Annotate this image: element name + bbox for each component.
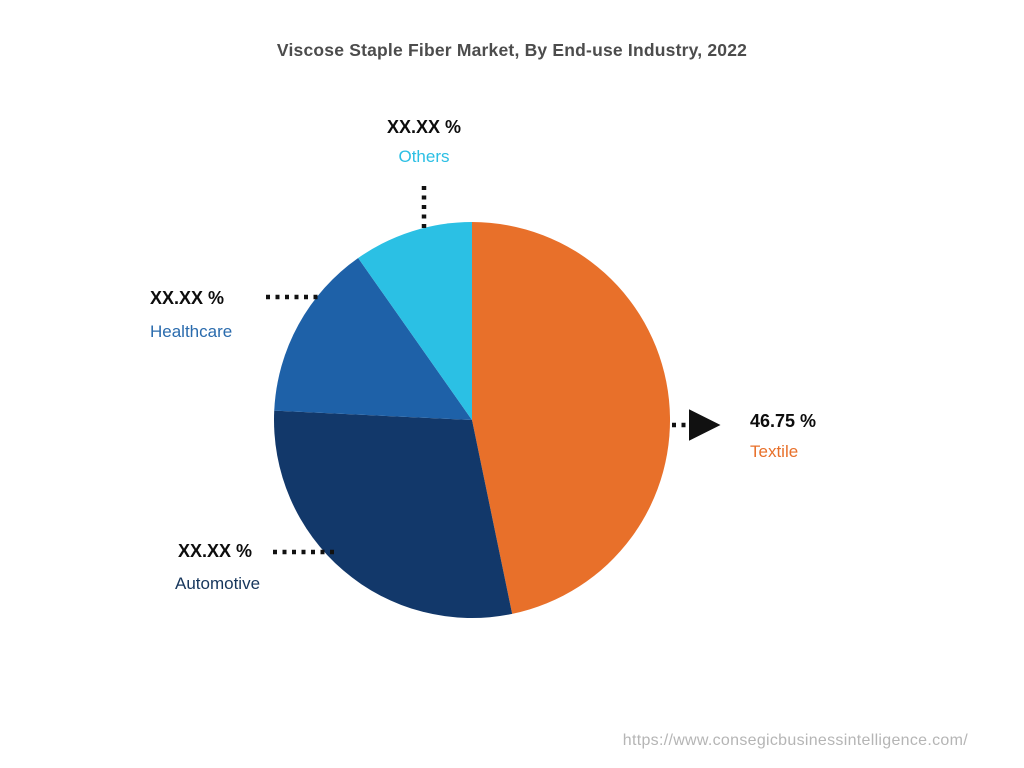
textile-percent-label: 46.75 % xyxy=(750,411,817,431)
pie-slice-others xyxy=(358,222,472,420)
textile-category-label: Textile xyxy=(750,442,799,461)
chart-title: Viscose Staple Fiber Market, By End-use … xyxy=(276,40,748,60)
automotive-percent-label: XX.XX % xyxy=(178,541,253,561)
automotive-category-label: Automotive xyxy=(175,574,261,593)
healthcare-percent-label: XX.XX % xyxy=(150,288,225,308)
others-category-label: Others xyxy=(398,147,450,166)
pie-slice-healthcare xyxy=(274,258,472,420)
pie-slice-textile xyxy=(472,222,671,614)
healthcare-category-label: Healthcare xyxy=(150,322,233,341)
pie-slice-automotive xyxy=(273,410,513,619)
pie-slices xyxy=(273,222,671,619)
others-percent-label: XX.XX % xyxy=(386,117,462,137)
source-url-watermark: https://www.consegicbusinessintelligence… xyxy=(622,732,968,749)
